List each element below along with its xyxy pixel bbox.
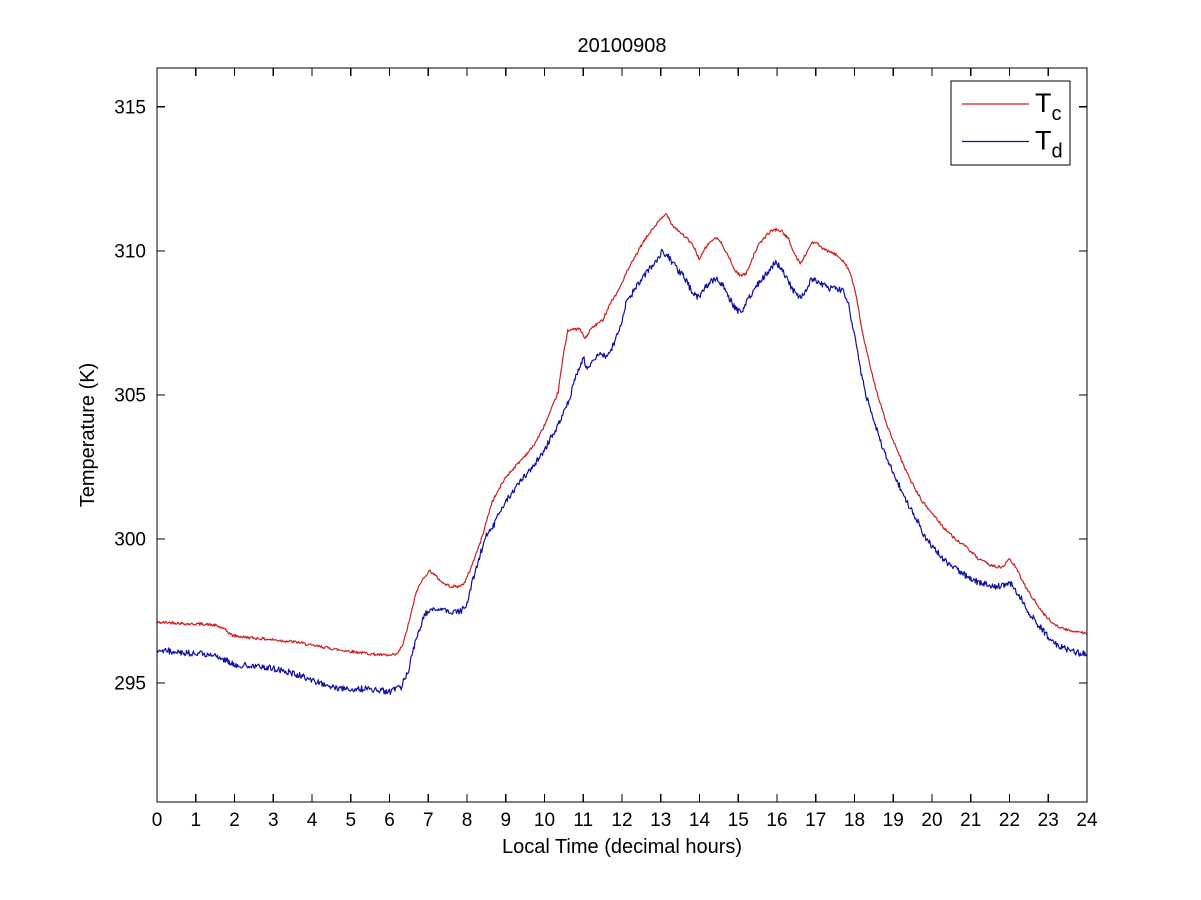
x-tick-label: 18 [844, 810, 865, 831]
x-tick-label: 3 [268, 810, 279, 831]
x-tick-label: 15 [728, 810, 749, 831]
x-tick-label: 6 [384, 810, 395, 831]
x-tick-label: 14 [689, 810, 711, 831]
x-tick-label: 19 [883, 810, 904, 831]
y-tick-label: 300 [114, 529, 146, 550]
x-tick-label: 13 [650, 810, 671, 831]
y-axis: 295 300 305 310 315 [114, 97, 1087, 695]
x-tick-label: 7 [423, 810, 434, 831]
series-tc-line [156, 213, 1088, 657]
legend-entry-td: Td [962, 126, 1063, 163]
series-td-line [156, 248, 1088, 695]
x-tick-label: 11 [573, 810, 593, 831]
x-tick-label: 2 [229, 810, 240, 831]
x-axis: 0 1 2 3 4 5 6 7 8 9 10 11 12 13 14 15 16 17 18 19 20 21 22 23 24 [152, 68, 1098, 831]
x-tick-label: 10 [534, 810, 555, 831]
x-tick-label: 17 [805, 810, 826, 831]
x-tick-label: 22 [999, 810, 1020, 831]
x-tick-label: 20 [921, 810, 942, 831]
y-tick-label: 305 [114, 385, 146, 406]
legend-entry-tc: Tc [962, 88, 1062, 125]
x-tick-label: 0 [152, 810, 163, 831]
legend-label: Td [1035, 126, 1063, 163]
y-axis-label: Temperature (K) [77, 363, 99, 508]
x-tick-label: 1 [190, 810, 201, 831]
y-tick-label: 310 [114, 241, 146, 262]
x-tick-label: 8 [462, 810, 473, 831]
y-tick-label: 295 [114, 674, 146, 695]
x-tick-label: 4 [307, 810, 318, 831]
x-tick-label: 24 [1076, 810, 1098, 831]
x-tick-label: 12 [611, 810, 632, 831]
legend-box [950, 80, 1071, 166]
x-axis-label: Local Time (decimal hours) [502, 836, 742, 858]
chart-title: 20100908 [578, 35, 667, 57]
x-tick-label: 16 [766, 810, 787, 831]
legend-label: Tc [1035, 88, 1062, 125]
plot-series [156, 213, 1088, 695]
x-tick-label: 9 [500, 810, 511, 831]
x-tick-label: 21 [960, 810, 981, 831]
x-tick-label: 23 [1038, 810, 1059, 831]
x-tick-label: 5 [345, 810, 356, 831]
y-tick-label: 315 [114, 97, 146, 118]
